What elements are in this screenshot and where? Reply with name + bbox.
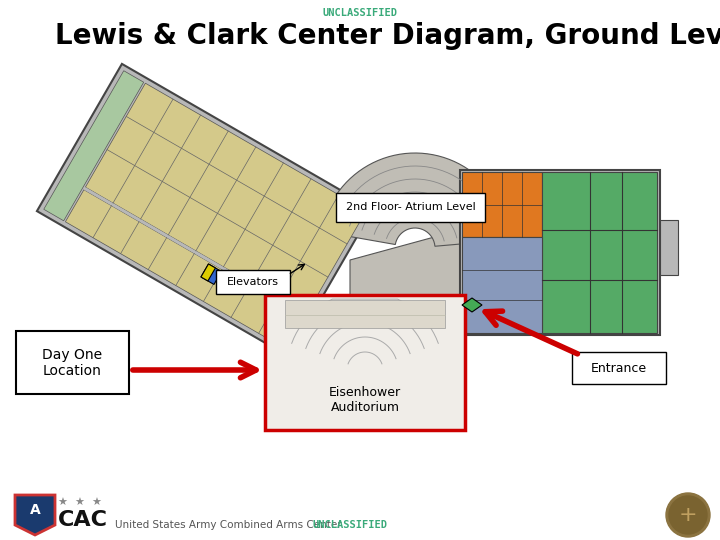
Text: +: + <box>679 505 697 525</box>
Text: Lewis & Clark Center Diagram, Ground Level: Lewis & Clark Center Diagram, Ground Lev… <box>55 22 720 50</box>
Polygon shape <box>321 153 510 246</box>
Polygon shape <box>350 230 460 335</box>
Polygon shape <box>37 64 373 356</box>
Circle shape <box>666 493 710 537</box>
FancyBboxPatch shape <box>572 352 666 384</box>
FancyBboxPatch shape <box>336 193 485 222</box>
Text: UNCLASSIFIED: UNCLASSIFIED <box>323 8 397 18</box>
Text: Day One
Location: Day One Location <box>42 348 102 378</box>
Text: ★  ★  ★: ★ ★ ★ <box>58 498 102 508</box>
FancyBboxPatch shape <box>216 270 290 294</box>
Polygon shape <box>86 83 366 315</box>
Text: Elevators: Elevators <box>227 277 279 287</box>
Text: 2nd Floor- Atrium Level: 2nd Floor- Atrium Level <box>346 202 476 212</box>
FancyBboxPatch shape <box>285 300 445 328</box>
Polygon shape <box>66 190 305 349</box>
Polygon shape <box>201 264 215 281</box>
FancyBboxPatch shape <box>462 172 542 237</box>
Text: UNCLASSIFIED: UNCLASSIFIED <box>312 520 387 530</box>
Polygon shape <box>462 298 482 312</box>
Text: Entrance: Entrance <box>591 361 647 375</box>
Polygon shape <box>15 495 55 535</box>
FancyBboxPatch shape <box>265 295 465 430</box>
FancyBboxPatch shape <box>460 170 660 335</box>
FancyBboxPatch shape <box>462 237 542 333</box>
Circle shape <box>669 496 707 534</box>
FancyBboxPatch shape <box>542 172 657 333</box>
Polygon shape <box>44 71 144 221</box>
Text: CAC: CAC <box>58 510 108 530</box>
Text: Eisenhower
Auditorium: Eisenhower Auditorium <box>329 386 401 414</box>
Polygon shape <box>84 187 306 317</box>
FancyBboxPatch shape <box>16 331 129 394</box>
Polygon shape <box>201 264 222 285</box>
FancyBboxPatch shape <box>660 220 678 275</box>
Text: United States Army Combined Arms Center: United States Army Combined Arms Center <box>115 520 341 530</box>
Text: A: A <box>30 503 40 517</box>
